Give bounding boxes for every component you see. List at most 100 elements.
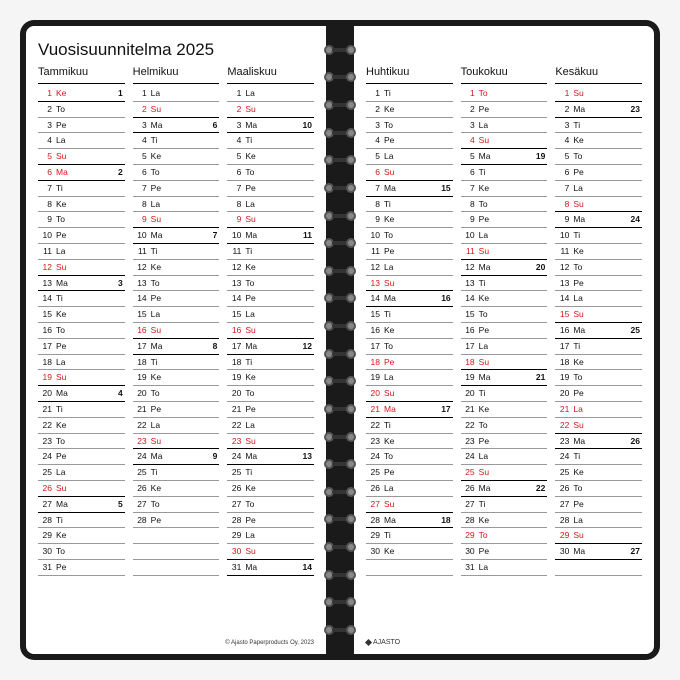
page-title: Vuosisuunnitelma 2025: [38, 40, 314, 60]
day-row: 29Ti: [366, 528, 453, 544]
day-row: 13Su: [366, 276, 453, 292]
day-row: [555, 560, 642, 576]
day-row: 11Su: [461, 244, 548, 260]
day-row: 19Ke: [133, 370, 220, 386]
day-row: 11Ti: [133, 244, 220, 260]
month-header: Tammikuu: [38, 66, 125, 84]
day-row: 6To: [227, 165, 314, 181]
day-row: 10Ma11: [227, 228, 314, 244]
day-row: 6Su: [366, 165, 453, 181]
day-row: 20Ti: [461, 386, 548, 402]
day-row: 22Ti: [366, 418, 453, 434]
day-row: 6Pe: [555, 165, 642, 181]
month-column: Huhtikuu1Ti2Ke3To4Pe5La6Su7Ma158Ti9Ke10T…: [366, 66, 453, 637]
day-row: 20Ma4: [38, 386, 125, 402]
day-row: 8La: [227, 197, 314, 213]
day-row: 7Ma15: [366, 181, 453, 197]
day-row: 18Su: [461, 355, 548, 371]
day-row: 4Su: [461, 133, 548, 149]
day-row: 10To: [366, 228, 453, 244]
day-row: 13Pe: [555, 276, 642, 292]
day-row: 16Su: [227, 323, 314, 339]
day-row: 19Ma21: [461, 370, 548, 386]
day-row: 23To: [38, 434, 125, 450]
day-row: 12Ke: [227, 260, 314, 276]
month-column: Tammikuu1Ke12To3Pe4La5Su6Ma27Ti8Ke9To10P…: [38, 66, 125, 638]
day-row: 1To: [461, 86, 548, 102]
day-row: 4Ke: [555, 133, 642, 149]
day-row: 29Su: [555, 528, 642, 544]
day-row: 26Ke: [133, 481, 220, 497]
day-row: 16To: [38, 323, 125, 339]
day-row: 30Ma27: [555, 544, 642, 560]
day-row: 8Ti: [366, 197, 453, 213]
day-row: [366, 560, 453, 576]
day-row: 3Ma6: [133, 118, 220, 134]
month-column: Kesäkuu1Su2Ma233Ti4Ke5To6Pe7La8Su9Ma2410…: [555, 66, 642, 637]
month-column: Maaliskuu1La2Su3Ma104Ti5Ke6To7Pe8La9Su10…: [227, 66, 314, 638]
day-row: 21Pe: [227, 402, 314, 418]
planner: Vuosisuunnitelma 2025 Tammikuu1Ke12To3Pe…: [20, 20, 660, 660]
day-row: 11Ke: [555, 244, 642, 260]
day-row: 22La: [227, 418, 314, 434]
day-row: 5Ke: [133, 149, 220, 165]
day-row: 15La: [227, 307, 314, 323]
day-row: 7Pe: [227, 181, 314, 197]
day-row: 12Ma20: [461, 260, 548, 276]
month-header: Kesäkuu: [555, 66, 642, 84]
day-row: 27To: [227, 497, 314, 513]
day-row: 18Ke: [555, 355, 642, 371]
day-row: 15To: [461, 307, 548, 323]
day-row: 4Ti: [133, 133, 220, 149]
day-row: 25La: [38, 465, 125, 481]
day-row: 31Pe: [38, 560, 125, 576]
day-row: 3La: [461, 118, 548, 134]
day-row: 17Ti: [555, 339, 642, 355]
day-row: 6Ti: [461, 165, 548, 181]
day-row: 12Ke: [133, 260, 220, 276]
month-column: Toukokuu1To2Pe3La4Su5Ma196Ti7Ke8To9Pe10L…: [461, 66, 548, 637]
day-row: 4Ti: [227, 133, 314, 149]
day-row: 2Ma23: [555, 102, 642, 118]
day-row: 15Ti: [366, 307, 453, 323]
day-row: 28Ti: [38, 513, 125, 529]
day-row: 8Su: [555, 197, 642, 213]
day-row: 27Su: [366, 497, 453, 513]
day-row: 15Ke: [38, 307, 125, 323]
day-row: 9Su: [133, 212, 220, 228]
day-row: 19Su: [38, 370, 125, 386]
day-row: 13Ma3: [38, 276, 125, 292]
day-row: 3Ma10: [227, 118, 314, 134]
day-row: 8Ke: [38, 197, 125, 213]
day-row: 23Ma26: [555, 434, 642, 450]
day-row: 22To: [461, 418, 548, 434]
day-row: [133, 544, 220, 560]
day-row: 23Su: [227, 434, 314, 450]
day-row: 25Pe: [366, 465, 453, 481]
day-row: 24Ma9: [133, 449, 220, 465]
day-row: 12Su: [38, 260, 125, 276]
day-row: 12To: [555, 260, 642, 276]
day-row: 5La: [366, 149, 453, 165]
day-row: 21La: [555, 402, 642, 418]
day-row: 27Pe: [555, 497, 642, 513]
day-row: 5Ke: [227, 149, 314, 165]
day-row: 15La: [133, 307, 220, 323]
day-row: 26Ke: [227, 481, 314, 497]
month-header: Huhtikuu: [366, 66, 453, 84]
day-row: 10La: [461, 228, 548, 244]
spiral-binding: [326, 36, 354, 644]
day-row: 17Ma8: [133, 339, 220, 355]
day-row: 28Pe: [133, 513, 220, 529]
day-row: 10Pe: [38, 228, 125, 244]
day-row: 13Ti: [461, 276, 548, 292]
month-header: Toukokuu: [461, 66, 548, 84]
day-row: 2Su: [133, 102, 220, 118]
day-row: 27Ma5: [38, 497, 125, 513]
day-row: 29Ke: [38, 528, 125, 544]
day-row: 13To: [227, 276, 314, 292]
day-row: 8To: [461, 197, 548, 213]
day-row: 28Ma18: [366, 513, 453, 529]
day-row: 28Pe: [227, 513, 314, 529]
day-row: 20Pe: [555, 386, 642, 402]
